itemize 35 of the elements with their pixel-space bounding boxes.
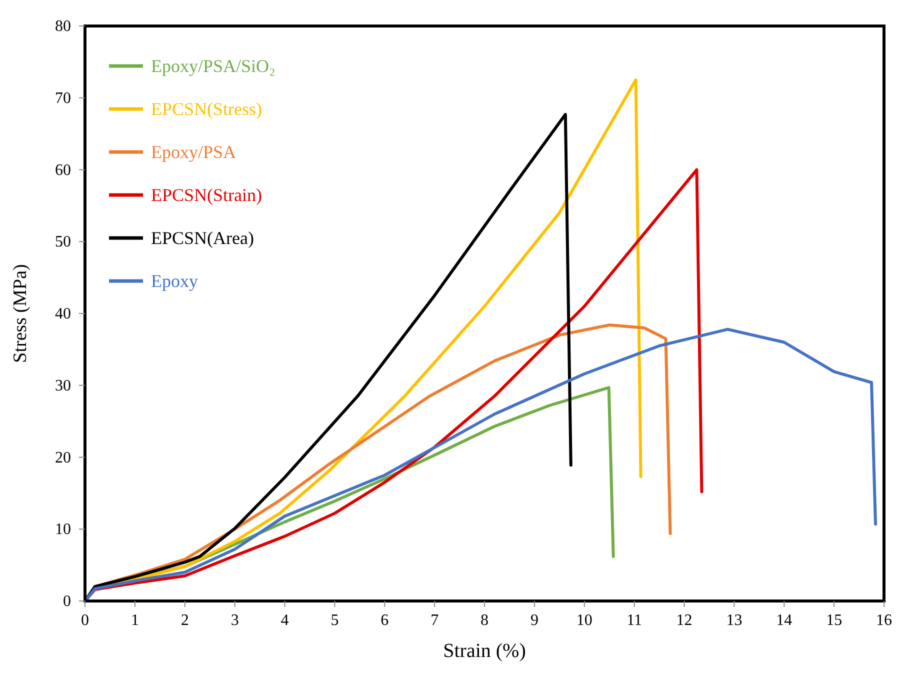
x-tick-label: 9	[530, 612, 538, 629]
legend-label: EPCSN(Strain)	[151, 185, 262, 205]
legend-label: EPCSN(Area)	[151, 228, 254, 248]
y-tick-label: 10	[55, 521, 71, 538]
x-axis-title: Strain (%)	[443, 640, 526, 662]
x-tick-label: 3	[230, 612, 239, 629]
x-tick-label: 13	[726, 612, 742, 629]
x-tick-label: 8	[480, 612, 488, 629]
y-tick-label: 20	[55, 449, 71, 466]
y-tick-label: 50	[55, 234, 71, 251]
x-tick-label: 1	[130, 612, 139, 629]
y-tick-label: 80	[55, 18, 71, 35]
legend-label: Epoxy	[151, 271, 198, 291]
x-tick-label: 14	[776, 612, 792, 629]
y-tick-label: 40	[55, 306, 71, 322]
x-tick-label: 0	[81, 612, 89, 629]
y-axis-title: Stress (MPa)	[10, 264, 31, 363]
x-tick-label: 6	[380, 612, 389, 629]
y-tick-label: 70	[55, 90, 71, 107]
x-tick-label: 11	[626, 612, 642, 629]
x-tick-label: 10	[576, 612, 592, 629]
y-tick-label: 30	[55, 377, 71, 394]
x-tick-label: 5	[330, 612, 339, 629]
legend-label: EPCSN(Stress)	[151, 99, 262, 119]
x-tick-label: 16	[876, 612, 892, 629]
legend-label: Epoxy/PSA	[151, 142, 236, 162]
y-tick-label: 60	[55, 162, 71, 179]
legend-label: Epoxy/PSA/SiO₂	[151, 56, 276, 76]
x-tick-label: 2	[180, 612, 189, 629]
x-tick-label: 15	[826, 612, 842, 629]
x-tick-label: 4	[280, 612, 289, 629]
line-series	[84, 328, 878, 602]
x-tick-label: 7	[430, 612, 439, 629]
y-tick-label: 0	[63, 593, 71, 610]
x-tick-label: 12	[676, 612, 692, 629]
